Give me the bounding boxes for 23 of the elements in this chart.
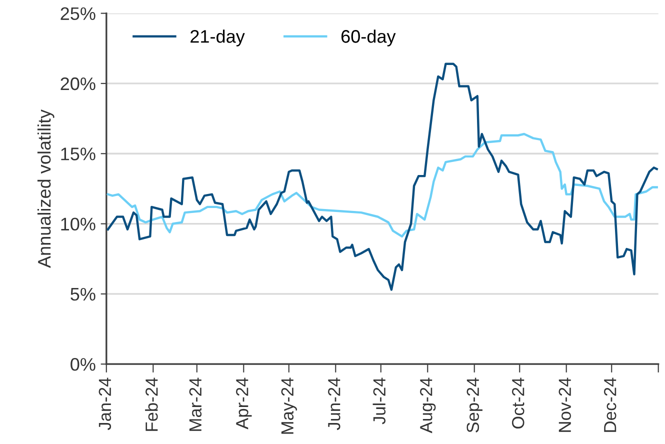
legend-label: 21-day — [190, 30, 245, 46]
y-tick-label: 25% — [60, 7, 96, 20]
y-tick-label: 20% — [60, 77, 96, 90]
x-tick-label: Oct-24 — [512, 378, 524, 429]
x-tick-label: Mar-24 — [189, 378, 202, 431]
line-series — [106, 132, 658, 238]
legend-label: 60-day — [341, 30, 396, 46]
y-tick-label: 5% — [70, 288, 96, 301]
x-tick-label: Aug-24 — [420, 378, 436, 434]
y-tick-label: 10% — [61, 218, 96, 230]
x-tick-label: Jun-24 — [328, 378, 340, 430]
x-tick-label: Dec-24 — [604, 378, 616, 432]
x-tick-label: Apr-24 — [236, 378, 252, 430]
x-tick-label: Nov-24 — [558, 378, 572, 432]
x-tick-label: Sep-24 — [466, 378, 482, 432]
line-series — [106, 62, 658, 291]
x-tick-label: Jul-24 — [372, 378, 386, 424]
x-tick-label: Feb-24 — [145, 378, 158, 431]
y-tick-label: 0% — [70, 358, 96, 371]
x-tick-label: May-24 — [281, 378, 297, 434]
y-tick-label: 15% — [61, 148, 96, 160]
x-tick-label: Jan-24 — [98, 378, 112, 430]
y-axis-title: Annualized volatility — [37, 109, 54, 268]
